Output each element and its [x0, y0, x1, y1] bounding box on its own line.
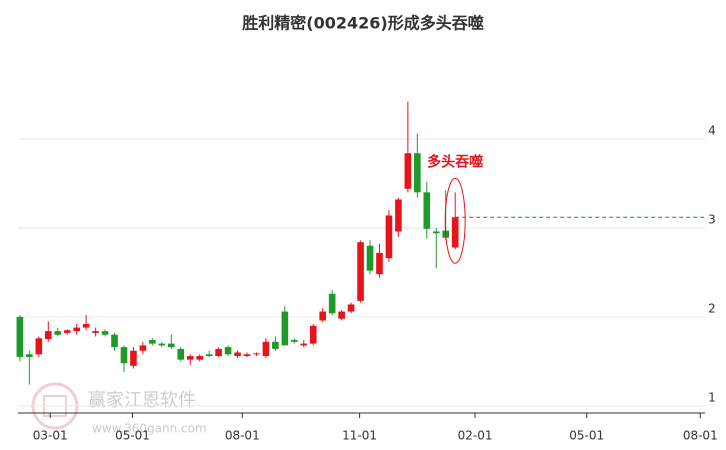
- x-tick-label: 05-01: [115, 429, 150, 443]
- candle-body: [177, 348, 185, 360]
- candle-body: [338, 311, 345, 319]
- candle-body: [167, 343, 175, 348]
- y-tick-label: 2: [708, 301, 716, 315]
- x-tick-label: 08-01: [225, 429, 260, 443]
- chart-title: 胜利精密(002426)形成多头吞噬: [242, 14, 483, 33]
- highlight-ellipse: [444, 177, 466, 264]
- candle-body: [432, 231, 440, 234]
- candle-body: [111, 334, 118, 348]
- candle-body: [328, 293, 336, 314]
- candle-body: [366, 245, 374, 271]
- candle-body: [26, 354, 33, 357]
- candle-body: [385, 215, 393, 259]
- candle-body: [205, 354, 213, 357]
- candle-body: [319, 311, 327, 321]
- candle-body: [54, 331, 62, 335]
- candle-body: [272, 341, 279, 349]
- candle-body: [347, 304, 355, 312]
- candle-body: [130, 350, 137, 366]
- candle-body: [101, 331, 109, 335]
- y-tick-label: 1: [708, 390, 716, 404]
- watermark-url: www.360gann.com: [92, 422, 207, 436]
- candle-body: [300, 343, 308, 346]
- candle-body: [82, 324, 90, 328]
- x-tick-label: 08-01: [683, 429, 718, 443]
- watermark-text: 赢家江恩软件: [88, 389, 196, 411]
- x-tick-label: 03-01: [33, 429, 68, 443]
- candle-body: [262, 341, 270, 357]
- candle-body: [404, 153, 412, 189]
- candle-body: [73, 327, 80, 332]
- x-tick-label: 02-01: [458, 429, 493, 443]
- y-tick-label: 3: [708, 212, 716, 226]
- candle-body: [423, 192, 431, 229]
- candle-body: [253, 353, 260, 355]
- candle-body: [215, 348, 222, 357]
- candle-body: [63, 330, 71, 333]
- y-tick-label: 4: [708, 123, 716, 137]
- candle-body: [35, 338, 43, 355]
- candle-body: [44, 331, 52, 340]
- x-tick-label: 05-01: [569, 429, 604, 443]
- candle-body: [149, 340, 156, 344]
- candle-body: [139, 345, 147, 351]
- candle-body: [120, 347, 128, 364]
- x-tick-label: 11-01: [342, 429, 377, 443]
- candle-body: [16, 316, 24, 357]
- candle-body: [414, 153, 421, 193]
- candle-body: [243, 354, 251, 357]
- candle-body: [186, 356, 194, 360]
- candle-body: [291, 340, 298, 342]
- candle-body: [224, 347, 232, 355]
- candle-body: [234, 352, 241, 357]
- candle-body: [281, 311, 289, 346]
- candle-body: [158, 343, 166, 346]
- candle-body: [309, 325, 317, 344]
- candle-body: [451, 217, 459, 248]
- candle-body: [196, 356, 203, 360]
- candle-body: [395, 199, 402, 232]
- candle-body: [92, 331, 99, 333]
- candle-body: [376, 252, 383, 275]
- annotation: 多头吞噬: [427, 153, 483, 170]
- candle-body: [357, 242, 364, 301]
